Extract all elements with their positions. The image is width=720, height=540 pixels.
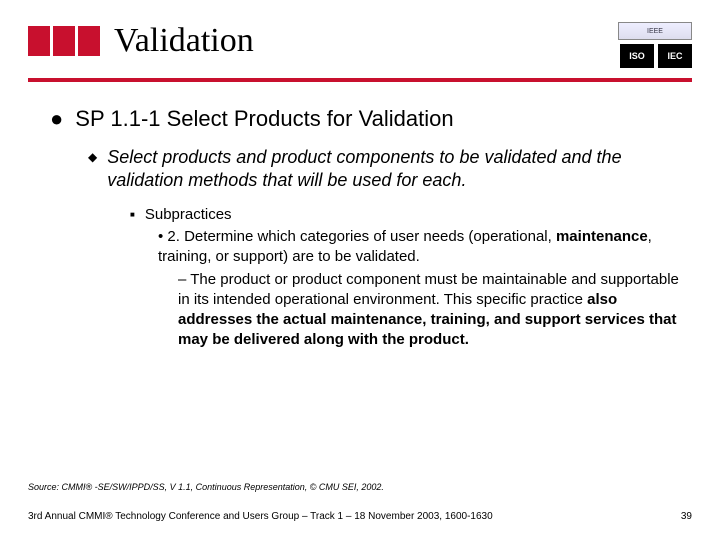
- content: ● SP 1.1-1 Select Products for Validatio…: [28, 106, 692, 351]
- csc-logo: [28, 26, 100, 56]
- bullet-text: Select products and product components t…: [107, 146, 684, 193]
- bullet-text: Subpractices: [145, 205, 232, 225]
- source-citation: Source: CMMI® -SE/SW/IPPD/SS, V 1.1, Con…: [28, 482, 384, 492]
- bullet-text: SP 1.1-1 Select Products for Validation: [75, 106, 453, 132]
- square-icon: ■: [130, 210, 135, 225]
- text-part: • 2. Determine which categories of user …: [158, 228, 556, 245]
- ieee-badge: IEEE: [618, 22, 692, 40]
- slide: Validation IEEE ISO IEC ● SP 1.1-1 Selec…: [0, 0, 720, 540]
- bullet-level-3: ■ Subpractices: [130, 205, 684, 225]
- page-number: 39: [681, 511, 692, 522]
- header: Validation IEEE ISO IEC: [28, 22, 692, 68]
- bullet-level-1: ● SP 1.1-1 Select Products for Validatio…: [50, 106, 684, 132]
- bullet-icon: ●: [50, 106, 63, 132]
- header-left: Validation: [28, 22, 254, 60]
- footer: 3rd Annual CMMI® Technology Conference a…: [28, 511, 692, 522]
- logo-bar: [53, 26, 75, 56]
- text-bold: maintenance: [556, 228, 648, 245]
- badges: IEEE ISO IEC: [618, 22, 692, 68]
- logo-bar: [28, 26, 50, 56]
- footer-text: 3rd Annual CMMI® Technology Conference a…: [28, 511, 493, 522]
- iec-badge: IEC: [658, 44, 692, 68]
- bullet-level-2: ◆ Select products and product components…: [88, 146, 684, 193]
- diamond-icon: ◆: [88, 150, 97, 193]
- bullet-level-4: • 2. Determine which categories of user …: [158, 227, 684, 268]
- divider: [28, 78, 692, 82]
- badge-row: ISO IEC: [620, 44, 692, 68]
- iso-badge: ISO: [620, 44, 654, 68]
- bullet-level-5: – The product or product component must …: [178, 270, 684, 351]
- page-title: Validation: [114, 22, 254, 60]
- logo-bar: [78, 26, 100, 56]
